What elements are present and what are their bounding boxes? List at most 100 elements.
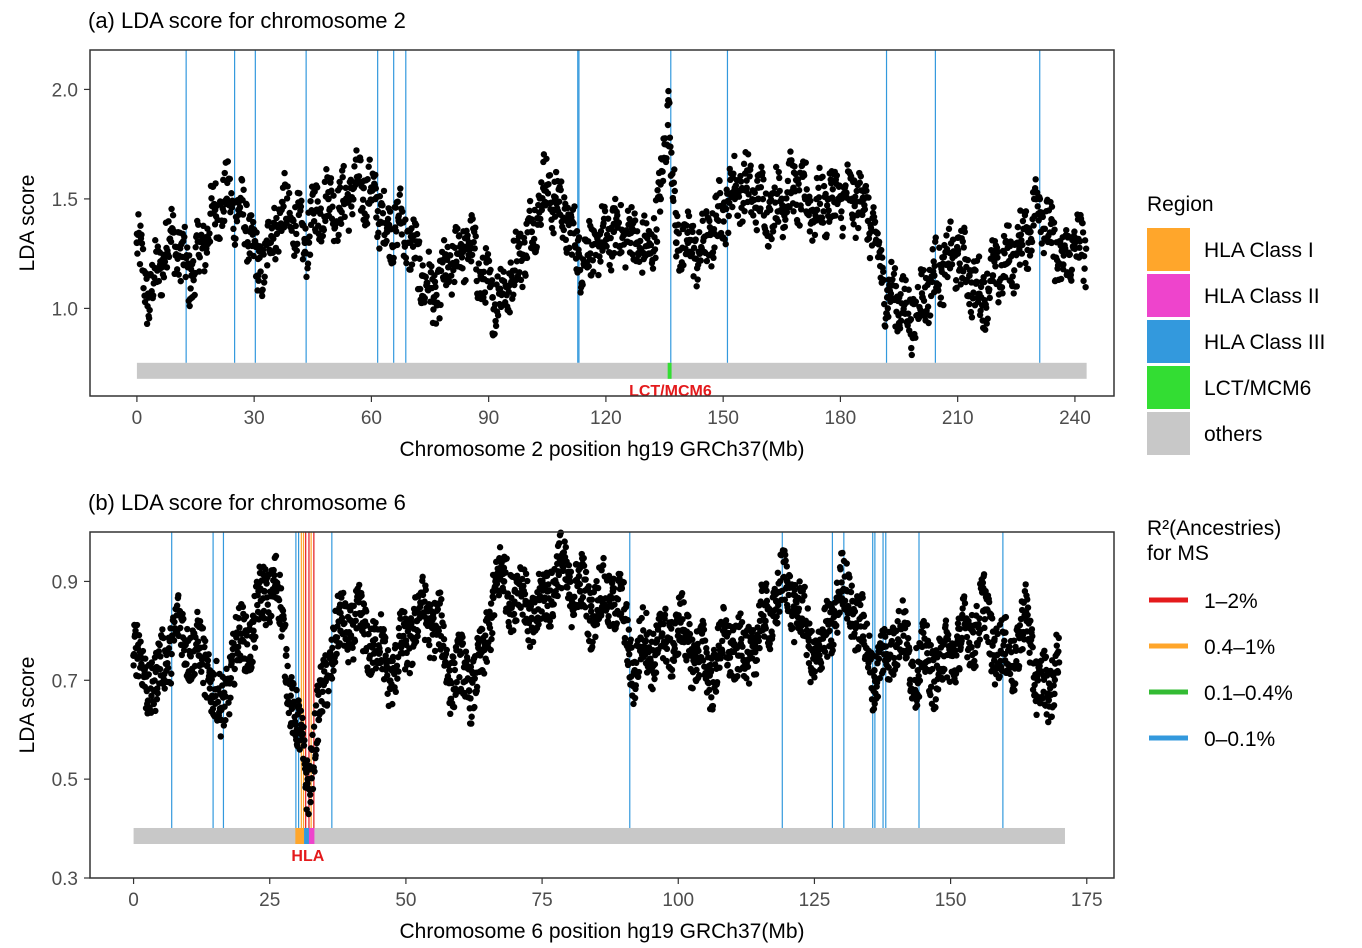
panel-a-data-point [932,234,939,241]
panel-b-data-point [459,633,466,641]
panel-b-data-point [513,617,520,624]
panel-a-data-point [833,172,841,179]
panel-b-data-point [295,697,302,704]
panel-a-data-point [948,261,956,268]
panel-b-data-point [894,661,901,669]
panel-a-data-point [189,258,197,265]
panel-b-data-point [223,665,230,673]
panel-a-data-point [232,235,239,242]
panel-a-data-point [615,219,623,226]
panel-b-data-point [419,591,427,599]
panel-a-data-point [999,290,1006,297]
panel-b-data-point [707,661,714,669]
panel-b-data-point [925,657,933,664]
panel-a-data-point [586,217,593,225]
panel-a-data-point [980,278,988,286]
panel-b-data-point [589,638,596,646]
panel-a-data-point [912,334,919,341]
panel-b-data-point [972,662,979,670]
panel-a-data-point [186,302,193,310]
panel-a-data-point [231,241,239,248]
r2-legend-label: 0–0.1% [1204,728,1275,751]
panel-a-data-point [573,227,581,235]
panel-a-data-point [877,246,885,254]
panel-b-data-point [243,641,251,648]
panel-b-data-point [466,687,473,695]
panel-a-data-point [416,285,424,293]
panel-b-data-point [333,650,340,658]
panel-b-data-point [503,555,510,562]
panel-b-data-point [803,651,810,659]
panel-a-data-point [339,173,346,181]
panel-a-data-point [807,197,814,204]
panel-a-data-point [1013,283,1020,290]
panel-a-data-point [375,229,382,236]
panel-b-data-point [217,716,225,724]
panel-a-data-point [1038,240,1045,247]
panel-b-data-point [628,644,635,651]
panel-b-data-point [600,554,607,562]
region-legend: Region HLA Class I HLA Class II HLA Class … [1147,193,1325,455]
panel-a-data-point [820,208,827,215]
panel-a-data-point [469,215,476,223]
panel-a-data-point [450,266,457,274]
panel-a-data-point [306,251,314,258]
panel-a-data-point [597,258,604,265]
panel-b-data-point [590,588,598,596]
panel-a-data-point [425,248,433,255]
panel-a-data-point [349,211,356,218]
panel-a-data-point [1009,273,1016,280]
panel-a-data-point [302,225,309,232]
panel-b-data-point [1010,637,1018,644]
panel-b-data-point [152,707,159,715]
panel-a-data-point [711,244,718,251]
panel-a-data-point [837,214,845,222]
panel-a-data-point [297,203,305,210]
panel-b-data-point [546,617,554,625]
panel-a-data-point [563,249,571,256]
panel-a-data-point [825,195,833,203]
panel-b-data-point [392,688,399,696]
panel-b-data-point [660,620,667,628]
panel-b-data-point [626,651,633,658]
panel-a-data-point [1048,239,1055,247]
panel-b-data-point [462,648,470,655]
panel-b-data-point [1011,687,1018,694]
region-legend-swatch [1147,274,1190,317]
panel-a-data-point [844,161,851,168]
panel-a-data-point [1062,245,1069,252]
panel-b-data-point [167,680,175,687]
panel-a-data-point [293,247,301,254]
panel-a-data-point [296,190,303,197]
panel-a-data-point [1065,232,1072,240]
panel-b-data-point [168,670,175,677]
panel-b-data-point [975,620,982,628]
panel-a-data-point [165,218,172,225]
panel-b-data-point [409,660,416,668]
panel-b-data-point [235,614,242,622]
panel-a-data-point [437,267,445,275]
panel-a-data-point [652,254,659,262]
panel-a-data-point [914,283,922,291]
panel-a-data-point [947,218,954,225]
panel-b-data-point [500,578,508,585]
panel-b-data-point [913,702,921,709]
panel-a-data-point [359,204,366,212]
panel-a-data-point [146,306,153,314]
panel-b-data-point [227,694,234,701]
panel-b-data-point [916,677,924,684]
panel-b-data-point [945,631,952,638]
panel-b-data-point [639,604,647,611]
panel-a-data-point [239,211,247,218]
panel-a-data-point [167,238,175,245]
panel-a-data-point [730,170,737,177]
panel-a-data-point [725,229,732,237]
panel-b-data-point [756,617,764,625]
panel-a-data-point [708,263,715,270]
r2-legend: R²(Ancestries) for MS 1–2% 0.4–1% 0.1–0.4%… [1147,517,1293,751]
panel-b-data-point [588,596,596,603]
panel-a-data-point [596,253,603,260]
panel-b-data-point [1024,596,1031,603]
panel-a-data-point [372,185,380,192]
panel-a-data-point [796,222,803,229]
